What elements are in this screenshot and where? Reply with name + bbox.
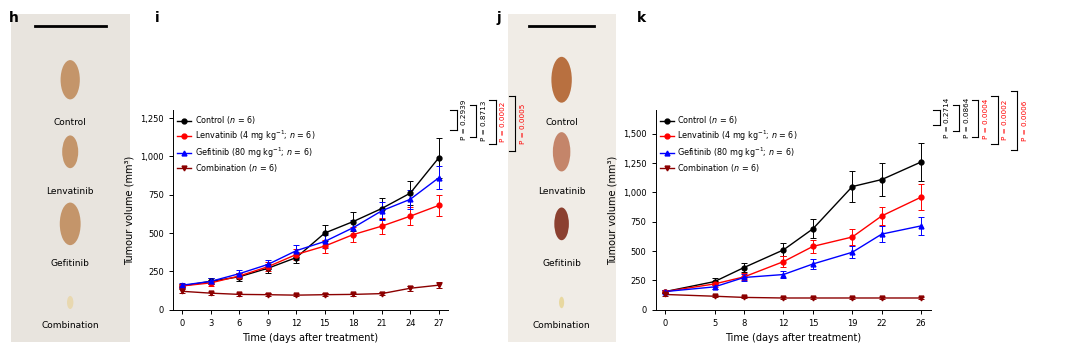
- Y-axis label: Tumour volume (mm³): Tumour volume (mm³): [607, 156, 618, 265]
- Text: P = 0.8713: P = 0.8713: [481, 101, 487, 141]
- Text: Lenvatinib: Lenvatinib: [46, 187, 94, 195]
- Legend: Control ($n$ = 6), Lenvatinib (4 mg kg$^{-1}$; $n$ = 6), Gefitinib (80 mg kg$^{-: Control ($n$ = 6), Lenvatinib (4 mg kg$^…: [660, 114, 798, 174]
- Text: P = 0.0006: P = 0.0006: [1022, 100, 1028, 141]
- Ellipse shape: [553, 132, 570, 172]
- Text: Gefitinib: Gefitinib: [542, 259, 581, 268]
- Ellipse shape: [67, 296, 73, 309]
- X-axis label: Time (days after treatment): Time (days after treatment): [242, 333, 379, 343]
- Ellipse shape: [559, 297, 564, 308]
- Y-axis label: Tumour volume (mm³): Tumour volume (mm³): [124, 156, 135, 265]
- Text: Combination: Combination: [41, 321, 99, 330]
- Ellipse shape: [60, 60, 80, 99]
- Text: Control: Control: [54, 118, 86, 127]
- Text: Gefitinib: Gefitinib: [51, 259, 90, 268]
- Ellipse shape: [552, 57, 571, 103]
- Text: h: h: [9, 11, 18, 25]
- Text: Combination: Combination: [532, 321, 591, 330]
- Text: Lenvatinib: Lenvatinib: [538, 187, 585, 195]
- Text: k: k: [637, 11, 646, 25]
- Text: P = 0.2939: P = 0.2939: [461, 100, 468, 140]
- Text: P = 0.2714: P = 0.2714: [944, 97, 950, 138]
- Text: P = 0.0002: P = 0.0002: [500, 102, 507, 142]
- Text: P = 0.0864: P = 0.0864: [963, 98, 970, 138]
- Ellipse shape: [63, 135, 78, 168]
- Text: P = 0.0004: P = 0.0004: [983, 99, 989, 139]
- Ellipse shape: [554, 208, 569, 240]
- Legend: Control ($n$ = 6), Lenvatinib (4 mg kg$^{-1}$; $n$ = 6), Gefitinib (80 mg kg$^{-: Control ($n$ = 6), Lenvatinib (4 mg kg$^…: [177, 114, 315, 174]
- Text: j: j: [497, 11, 501, 25]
- Ellipse shape: [59, 203, 81, 245]
- Text: i: i: [154, 11, 159, 25]
- X-axis label: Time (days after treatment): Time (days after treatment): [725, 333, 862, 343]
- Text: P = 0.0002: P = 0.0002: [1002, 100, 1009, 140]
- Text: Control: Control: [545, 118, 578, 127]
- Text: P = 0.0005: P = 0.0005: [519, 103, 526, 144]
